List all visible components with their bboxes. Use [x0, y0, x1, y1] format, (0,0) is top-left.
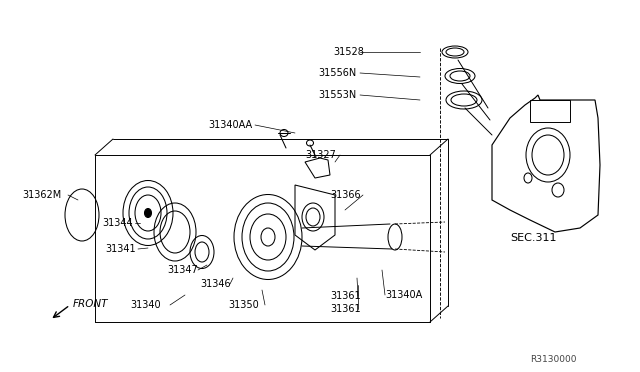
Text: 31340: 31340 — [130, 300, 161, 310]
Text: 31347: 31347 — [167, 265, 198, 275]
Text: R3130000: R3130000 — [530, 356, 577, 365]
Text: 31556N: 31556N — [318, 68, 356, 78]
Text: 31350: 31350 — [228, 300, 259, 310]
Text: 31341: 31341 — [105, 244, 136, 254]
Text: 31340A: 31340A — [385, 290, 422, 300]
Text: 31340AA: 31340AA — [208, 120, 252, 130]
Text: 31362M: 31362M — [22, 190, 61, 200]
Text: 31361: 31361 — [330, 291, 360, 301]
Text: 31344: 31344 — [102, 218, 132, 228]
Text: 31327: 31327 — [305, 150, 336, 160]
Text: 31528: 31528 — [333, 47, 364, 57]
Text: 31346: 31346 — [200, 279, 230, 289]
Text: 31366: 31366 — [330, 190, 360, 200]
Text: SEC.311: SEC.311 — [510, 233, 557, 243]
Text: 31361: 31361 — [330, 304, 360, 314]
Text: 31553N: 31553N — [318, 90, 356, 100]
Ellipse shape — [145, 208, 152, 218]
Text: FRONT: FRONT — [73, 299, 109, 309]
